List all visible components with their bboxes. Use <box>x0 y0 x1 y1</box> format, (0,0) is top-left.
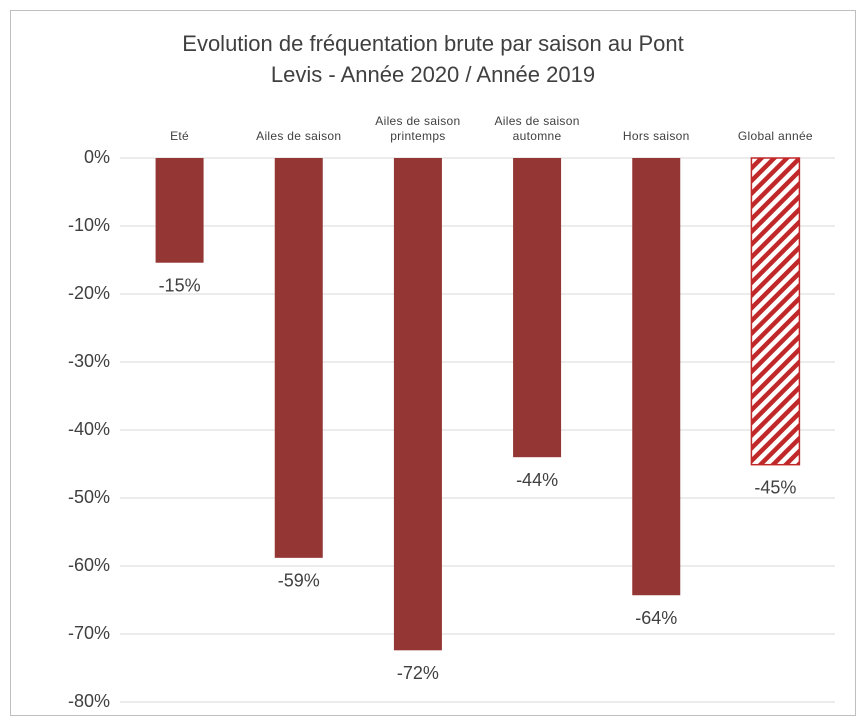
data-label: -15% <box>159 275 201 295</box>
y-tick-label: -30% <box>68 351 110 371</box>
x-tick-label: Ailes de saison automne <box>494 114 580 143</box>
bar <box>274 158 323 558</box>
data-label: -64% <box>635 608 677 628</box>
y-tick-label: -80% <box>68 691 110 711</box>
bar <box>750 157 801 466</box>
bar <box>632 158 681 596</box>
data-label: -44% <box>516 470 558 490</box>
y-tick-label: -40% <box>68 419 110 439</box>
x-tick-label: Eté <box>170 129 190 143</box>
y-tick-label: 0% <box>84 147 110 167</box>
data-label: -59% <box>278 571 320 591</box>
y-tick-label: -10% <box>68 215 110 235</box>
bar <box>155 158 204 263</box>
x-tick-label: Ailes de saison printemps <box>375 114 461 143</box>
x-tick-label: Ailes de saison <box>256 129 342 143</box>
y-tick-label: -60% <box>68 555 110 575</box>
bar <box>393 158 442 651</box>
x-tick-label: Global année <box>737 129 813 143</box>
x-tick-label: Hors saison <box>622 129 690 143</box>
y-tick-label: -20% <box>68 283 110 303</box>
chart-title: Levis - Année 2020 / Année 2019 <box>271 62 595 87</box>
chart-title: Evolution de fréquentation brute par sai… <box>182 31 683 56</box>
data-label: -72% <box>397 663 439 683</box>
data-label: -45% <box>754 477 796 497</box>
y-tick-label: -50% <box>68 487 110 507</box>
bar <box>513 158 562 458</box>
y-tick-label: -70% <box>68 623 110 643</box>
